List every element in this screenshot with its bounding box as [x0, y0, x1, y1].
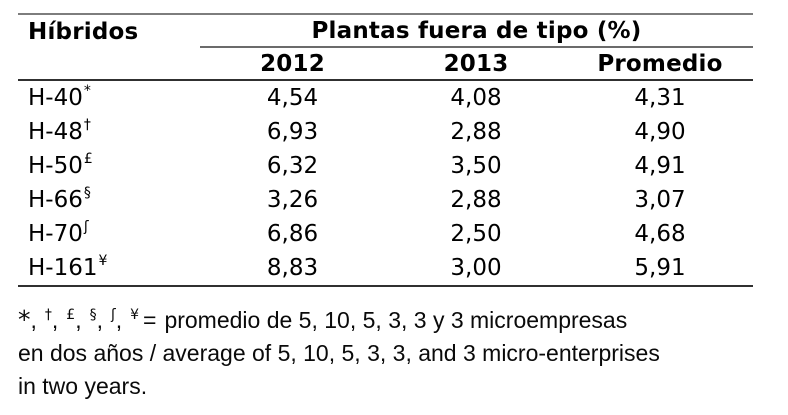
value-2012: 8,83	[266, 255, 319, 281]
footnote-text-1: promedio de 5, 10, 5, 3, 3 y 3 microempr…	[164, 307, 628, 333]
asterisk-symbol: *	[18, 305, 31, 334]
hybrid-name: H-66§	[18, 185, 200, 213]
hybrids-offtype-table: Híbridos Plantas fuera de tipo (%) 2012 …	[18, 13, 753, 287]
footnote-separator: ,	[96, 307, 103, 333]
pound-symbol: £	[66, 307, 76, 323]
hybrid-name: H-161¥	[18, 253, 200, 281]
column-header-hybrids: Híbridos	[28, 18, 139, 45]
footnote-line-2: en dos años / average of 5, 10, 5, 3, 3,…	[18, 340, 660, 366]
hybrid-label: H-66	[28, 187, 83, 213]
hybrid-name: H-40*	[18, 83, 200, 111]
value-2013: 3,00	[450, 255, 502, 281]
value-2013: 2,88	[450, 187, 502, 213]
value-promedio: 3,07	[634, 187, 686, 213]
value-2012: 6,93	[266, 119, 319, 145]
table-row: H-40* 4,54 4,08 4,31	[18, 81, 753, 115]
equals-sign: =	[143, 307, 157, 333]
footnote-marker: ¥	[98, 253, 108, 270]
hybrid-label: H-50	[28, 153, 83, 179]
value-promedio: 4,31	[634, 85, 686, 111]
footnote-line-1: *, †, £, §, ʃ, ¥ = promedio de 5, 10, 5, 3, 3 y…	[18, 303, 763, 337]
table-row: H-50£ 6,32 3,50 4,91	[18, 149, 753, 183]
footnote-line-3: in two years.	[18, 373, 148, 399]
footnote-separator: ,	[115, 307, 123, 333]
footnote-marker: †	[83, 117, 91, 134]
footnote-separator: ,	[51, 307, 59, 333]
column-header-2012: 2012	[260, 50, 325, 77]
footnote-separator: ,	[75, 307, 82, 333]
dagger-symbol: †	[44, 307, 52, 323]
value-promedio: 4,68	[634, 221, 686, 247]
yen-symbol: ¥	[130, 307, 139, 323]
table-header-group-row: Híbridos Plantas fuera de tipo (%)	[18, 15, 753, 48]
column-header-2013: 2013	[443, 50, 509, 77]
value-2013: 3,50	[450, 153, 502, 179]
table-row: H-66§ 3,26 2,88 3,07	[18, 183, 753, 217]
esh-symbol: ʃ	[110, 307, 116, 323]
value-promedio: 5,91	[634, 255, 686, 281]
value-2012: 6,32	[266, 153, 319, 179]
footnote-marker: §	[83, 185, 91, 202]
value-2012: 6,86	[266, 221, 319, 247]
table-row: H-48† 6,93 2,88 4,90	[18, 115, 753, 149]
value-2013: 4,08	[450, 85, 502, 111]
column-header-promedio: Promedio	[597, 50, 723, 77]
hybrid-name: H-50£	[18, 151, 200, 179]
hybrid-label: H-70	[28, 221, 83, 247]
value-2013: 2,50	[450, 221, 502, 247]
table-body: H-40* 4,54 4,08 4,31 H-48† 6,93 2,88 4,9…	[18, 81, 753, 287]
footnote-separator: ,	[30, 307, 37, 333]
hybrid-name: H-70ʃ	[18, 219, 200, 247]
section-symbol: §	[89, 307, 97, 323]
footnote-marker: ʃ	[83, 219, 89, 236]
table-header-years-row: 2012 2013 Promedio	[18, 48, 753, 81]
hybrid-name: H-48†	[18, 117, 200, 145]
value-promedio: 4,90	[634, 119, 686, 145]
footnote-marker: £	[83, 151, 93, 168]
value-2012: 3,26	[266, 187, 319, 213]
value-2013: 2,88	[450, 119, 502, 145]
hybrid-label: H-40	[28, 85, 83, 111]
hybrid-label: H-48	[28, 119, 83, 145]
group-header-plants-off-type: Plantas fuera de tipo (%)	[200, 15, 753, 48]
value-2012: 4,54	[266, 85, 319, 111]
footnote-marker: *	[83, 83, 91, 100]
table-row: H-161¥ 8,83 3,00 5,91	[18, 251, 753, 285]
value-promedio: 4,91	[634, 153, 686, 179]
table-footnote: *, †, £, §, ʃ, ¥ = promedio de 5, 10, 5, 3, 3 y…	[18, 303, 763, 403]
table-row: H-70ʃ 6,86 2,50 4,68	[18, 217, 753, 251]
hybrid-label: H-161	[28, 255, 98, 281]
